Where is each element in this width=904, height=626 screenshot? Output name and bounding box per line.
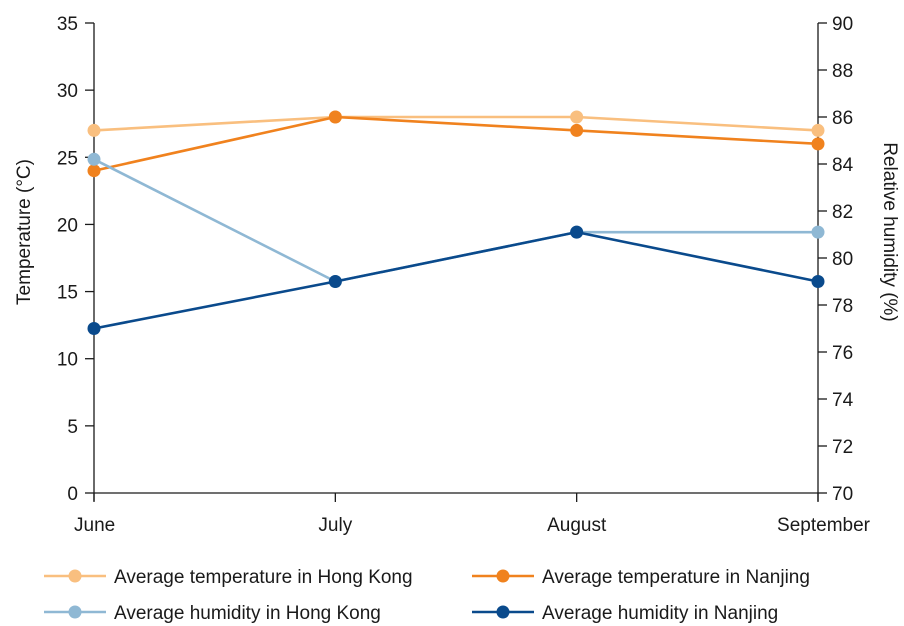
x-tick-label: September	[777, 515, 871, 536]
y-left-tick-label: 5	[67, 417, 78, 438]
data-point	[811, 123, 825, 137]
y-left-tick-label: 20	[57, 215, 78, 236]
y-right-tick-label: 76	[832, 343, 853, 364]
y-right-tick-label: 82	[832, 202, 853, 223]
series-line	[93, 115, 819, 132]
series-line	[93, 158, 818, 283]
y-left-tick-label: 25	[57, 148, 78, 169]
data-point	[811, 225, 825, 239]
legend-item: Average humidity in Hong Kong	[44, 603, 381, 624]
x-tick-label: August	[547, 515, 607, 536]
y-right-tick-label: 70	[832, 484, 853, 505]
legend-swatch-marker	[496, 569, 510, 583]
legend-label: Average humidity in Nanjing	[542, 603, 778, 624]
legend-label: Average temperature in Hong Kong	[114, 567, 413, 588]
y-left-tick-label: 15	[57, 283, 78, 304]
data-point	[811, 137, 825, 151]
y-left-tick-label: 30	[57, 81, 78, 102]
series-group	[87, 110, 825, 335]
data-point	[87, 152, 101, 166]
legend-swatch-marker	[68, 605, 82, 619]
y-left-tick-label: 10	[57, 350, 78, 371]
y-right-tick-label: 90	[832, 14, 853, 35]
data-point	[87, 164, 101, 178]
legend-swatch-marker	[496, 605, 510, 619]
y-left-tick-label: 35	[57, 14, 78, 35]
axes	[93, 23, 819, 501]
y-right-tick-label: 78	[832, 296, 853, 317]
y-right-tick-label: 84	[832, 155, 854, 176]
legend-item: Average temperature in Hong Kong	[44, 567, 413, 588]
legend: Average temperature in Hong Kong Average …	[44, 567, 810, 624]
legend-item: Average humidity in Nanjing	[472, 603, 778, 624]
y-axis-left-title: Temperature (°C)	[14, 159, 35, 305]
y-axis-right-title: Relative humidity (%)	[879, 142, 900, 322]
y-left-tick-label: 0	[67, 484, 78, 505]
data-point	[87, 123, 101, 137]
series-4	[87, 225, 825, 335]
legend-label: Average humidity in Hong Kong	[114, 603, 381, 624]
y-right-tick-label: 88	[832, 61, 853, 82]
series-line	[93, 230, 819, 330]
x-tick-label: July	[318, 515, 352, 536]
data-point	[570, 110, 584, 124]
ticks: 0 5 10 15 20 25 30 35 70 72 74 76 78 80 82 84 86 88 90 June…	[57, 14, 871, 536]
y-right-tick-label: 74	[832, 390, 854, 411]
data-point	[570, 123, 584, 137]
series-3	[87, 152, 825, 288]
data-point	[570, 225, 584, 239]
x-tick-label: June	[74, 515, 115, 536]
y-right-tick-label: 80	[832, 249, 853, 270]
y-right-tick-label: 72	[832, 437, 853, 458]
data-point	[328, 110, 342, 124]
y-right-tick-label: 86	[832, 108, 853, 129]
legend-swatch-marker	[68, 569, 82, 583]
data-point	[328, 275, 342, 288]
data-point	[811, 275, 825, 288]
series-2	[87, 110, 825, 178]
data-point	[87, 322, 101, 335]
series-line	[93, 115, 819, 172]
legend-item: Average temperature in Nanjing	[472, 567, 810, 588]
legend-label: Average temperature in Nanjing	[542, 567, 810, 588]
